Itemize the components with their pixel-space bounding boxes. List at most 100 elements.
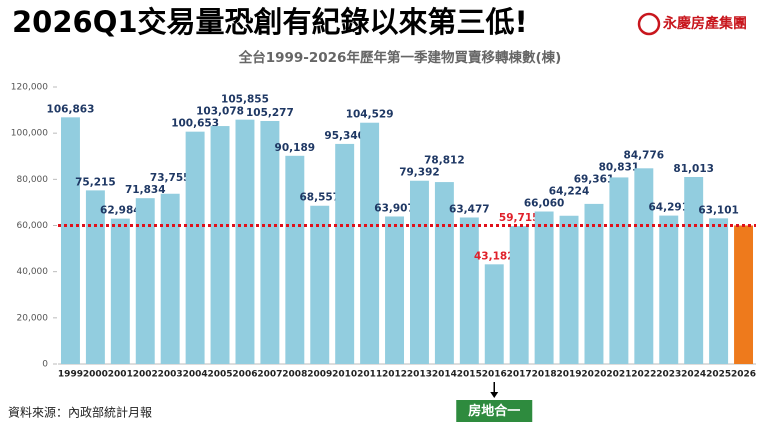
x-tick-label: 2026 [731,370,756,380]
value-label: 79,392 [399,167,440,179]
value-label: 59,715 [499,212,540,224]
x-tick-label: 2006 [232,370,257,380]
x-tick-label: 2016 [482,370,507,380]
annotation-text: 房地合一 [468,403,520,419]
logo-text: 永慶房產集團 [662,15,747,32]
x-tick-label: 2025 [706,370,731,380]
x-tick-label: 2022 [631,370,656,380]
value-label: 64,224 [549,186,590,198]
bar [185,131,205,364]
annotation-box [456,400,533,422]
value-label: 68,557 [299,192,340,204]
value-label: 106,863 [47,103,95,115]
x-tick-label: 1999 [58,370,83,380]
bar [60,117,80,364]
y-tick-label: 60,000 [17,221,49,231]
bar [385,216,405,364]
bar [135,198,155,364]
value-label: 95,340 [324,130,365,142]
bar [609,177,629,364]
value-label: 84,776 [624,150,665,162]
x-tick-label: 2014 [432,370,457,380]
bar [85,190,105,364]
x-tick-label: 2007 [257,370,282,380]
value-label: 63,477 [449,203,490,215]
bar [310,205,330,364]
x-tick-label: 2017 [507,370,532,380]
x-tick-label: 2001 [108,370,133,380]
value-label: 62,984 [100,205,141,217]
x-tick-label: 2013 [407,370,432,380]
value-label: 81,013 [673,163,714,175]
value-label: 100,653 [171,118,219,130]
bar [584,203,604,364]
y-tick-label: 120,000 [11,83,48,93]
value-label: 71,834 [125,184,166,196]
x-tick-label: 2008 [282,370,307,380]
bar [434,182,454,364]
value-label: 105,855 [221,94,269,106]
x-tick-label: 2021 [606,370,631,380]
x-tick-label: 2023 [656,370,681,380]
value-label: 69,361 [574,174,615,186]
bar [285,155,305,364]
x-tick-label: 2002 [133,370,158,380]
value-label: 63,101 [698,204,739,216]
x-tick-label: 2024 [681,370,706,380]
y-tick-label: 100,000 [11,129,48,139]
bar [634,168,654,364]
value-label: 66,060 [524,198,565,210]
x-tick-label: 2009 [307,370,332,380]
x-tick-label: 2011 [357,370,382,380]
bar [360,122,380,365]
value-label: 73,755 [150,172,191,184]
x-tick-label: 2004 [183,370,208,380]
y-tick-label: 40,000 [17,267,49,277]
x-tick-label: 2018 [532,370,557,380]
subtitle: 全台1999-2026年歷年第一季建物買賣移轉棟數(棟) [238,49,562,66]
x-tick-label: 2010 [332,370,357,380]
value-label: 75,215 [75,176,116,188]
bar [484,264,504,364]
bar [659,215,679,364]
x-tick-label: 2020 [581,370,606,380]
value-label: 78,812 [424,155,465,167]
value-label: 80,831 [599,162,640,174]
chart-title: 2026Q1交易量恐創有紀錄以來第三低! [12,5,528,39]
x-tick-label: 2012 [382,370,407,380]
bar [734,225,754,364]
value-label: 103,078 [196,106,244,118]
bar [709,218,729,364]
bar [559,215,579,364]
bar [459,217,479,364]
y-tick-label: 80,000 [17,175,49,185]
bar [509,226,529,364]
bar [684,176,704,364]
x-tick-label: 2015 [457,370,482,380]
source: 資料來源：內政部統計月報 [8,405,152,420]
value-label: 63,907 [374,202,415,214]
x-tick-label: 2003 [158,370,183,380]
bar [110,218,130,364]
annotation-arrowhead [490,392,499,398]
bar [534,211,554,364]
y-tick-label: 20,000 [17,313,49,323]
value-label: 105,277 [246,107,294,119]
value-label: 64,291 [648,202,689,214]
bar [335,143,355,364]
bar [235,119,255,365]
logo-icon [637,12,661,36]
x-tick-label: 2019 [557,370,582,380]
y-tick-label: 0 [42,360,48,370]
value-label: 43,182 [474,250,515,262]
logo: 永慶房產集團 [637,12,747,36]
bar [160,193,180,364]
x-tick-label: 2005 [208,370,233,380]
value-label: 90,189 [275,142,316,154]
x-tick-label: 2000 [83,370,108,380]
bar [260,120,280,364]
value-label: 104,529 [346,109,394,121]
bar [210,126,230,364]
bar [409,180,429,364]
